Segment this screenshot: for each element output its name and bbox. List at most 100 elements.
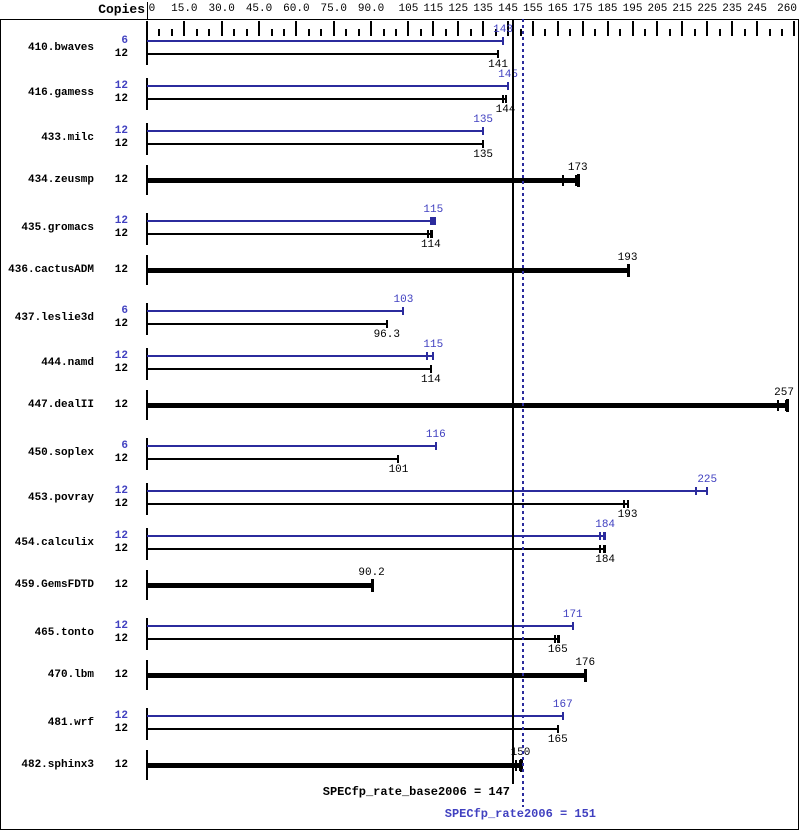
bar-value-label: 257 bbox=[774, 387, 794, 399]
bar-end-cap bbox=[429, 365, 432, 373]
axis-tick-label: 90.0 bbox=[357, 3, 385, 15]
result-bar-base bbox=[147, 638, 558, 640]
bar-end-cap bbox=[482, 140, 485, 148]
axis-minor-tick bbox=[469, 29, 472, 36]
axis-minor-tick bbox=[668, 29, 671, 36]
copies-value: 12 bbox=[114, 723, 128, 735]
axis-major-tick bbox=[631, 21, 634, 36]
bar-end-cap bbox=[561, 712, 564, 720]
error-tick bbox=[515, 760, 518, 771]
benchmark-name: 454.calculix bbox=[14, 536, 94, 549]
bar-end-cap bbox=[432, 352, 435, 360]
error-tick bbox=[501, 95, 504, 103]
benchmark-name: 470.lbm bbox=[47, 669, 94, 681]
bar-end-cap bbox=[482, 127, 485, 135]
axis-major-tick bbox=[407, 21, 410, 36]
bar-baseline bbox=[146, 303, 148, 335]
bar-end-cap bbox=[370, 579, 374, 592]
copies-value: 12 bbox=[114, 350, 128, 362]
copies-value: 12 bbox=[114, 174, 128, 186]
copies-value: 12 bbox=[114, 710, 128, 722]
axis-minor-tick bbox=[320, 29, 323, 36]
error-tick bbox=[425, 352, 428, 360]
bar-value-label: 167 bbox=[552, 699, 573, 711]
axis-tick-label: 235 bbox=[722, 3, 743, 15]
benchmark-name: 435.gromacs bbox=[21, 221, 94, 234]
axis-major-tick bbox=[258, 21, 261, 36]
bar-value-label: 115 bbox=[423, 339, 444, 351]
result-bar-peak bbox=[147, 220, 434, 222]
bar-value-label: 101 bbox=[388, 464, 409, 476]
bar-end-cap bbox=[626, 264, 630, 277]
benchmark-name: 447.dealII bbox=[27, 399, 94, 411]
copies-value: 12 bbox=[114, 215, 128, 227]
copies-value: 12 bbox=[114, 759, 128, 771]
error-tick bbox=[427, 230, 430, 238]
bar-value-label: 116 bbox=[425, 429, 446, 441]
copies-value: 12 bbox=[114, 228, 128, 240]
axis-minor-tick bbox=[780, 29, 783, 36]
axis-major-tick bbox=[706, 21, 709, 36]
result-bar-single bbox=[147, 763, 521, 768]
error-tick bbox=[785, 400, 788, 411]
axis-minor-tick bbox=[519, 29, 522, 36]
copies-value: 12 bbox=[114, 48, 128, 60]
bar-end-cap bbox=[385, 320, 388, 328]
axis-minor-tick bbox=[395, 29, 397, 36]
axis-major-tick bbox=[731, 21, 734, 36]
axis-major-tick bbox=[220, 21, 223, 36]
bar-value-label: 173 bbox=[567, 162, 588, 174]
bar-end-cap bbox=[432, 217, 435, 225]
bar-baseline bbox=[146, 78, 148, 110]
bar-value-label: 150 bbox=[510, 747, 531, 759]
result-bar-base bbox=[147, 143, 484, 145]
axis-major-tick bbox=[656, 21, 659, 36]
benchmark-name: 436.cactusADM bbox=[8, 264, 94, 276]
axis-minor-tick bbox=[419, 29, 422, 36]
result-bar-peak bbox=[147, 40, 504, 42]
bar-baseline bbox=[146, 213, 148, 245]
result-bar-base bbox=[147, 548, 606, 550]
result-bar-peak bbox=[147, 535, 606, 537]
axis-minor-tick bbox=[494, 29, 497, 36]
axis-minor-tick bbox=[444, 29, 447, 36]
result-bar-peak bbox=[147, 715, 563, 717]
benchmark-name: 465.tonto bbox=[34, 626, 94, 639]
axis-tick-label: 115 bbox=[423, 3, 444, 15]
copies-value: 12 bbox=[114, 125, 128, 137]
axis-tick-label: 165 bbox=[547, 3, 568, 15]
error-tick bbox=[575, 175, 578, 186]
axis-tick-label: 60.0 bbox=[283, 3, 310, 15]
error-tick bbox=[602, 532, 605, 540]
bar-value-label: 96.3 bbox=[373, 329, 400, 341]
axis-tick-label: 30.0 bbox=[208, 3, 235, 15]
error-tick bbox=[519, 760, 521, 771]
bar-value-label: 141 bbox=[488, 59, 508, 71]
bar-value-label: 165 bbox=[547, 734, 568, 746]
bar-value-label: 193 bbox=[617, 509, 638, 521]
axis-major-tick bbox=[370, 21, 373, 36]
bar-end-cap bbox=[502, 37, 505, 45]
bar-baseline bbox=[146, 348, 148, 380]
bar-end-cap bbox=[576, 174, 580, 187]
bar-end-cap bbox=[402, 307, 405, 315]
axis-tick-label: 175 bbox=[572, 3, 593, 15]
axis-tick-label: 195 bbox=[622, 3, 643, 15]
axis-major-tick bbox=[556, 21, 559, 36]
bar-end-cap bbox=[584, 669, 588, 682]
bar-value-label: 225 bbox=[697, 474, 718, 486]
bar-value-label: 144 bbox=[495, 104, 516, 116]
axis-minor-tick bbox=[345, 29, 348, 36]
copies-value: 12 bbox=[114, 530, 128, 542]
result-bar-single bbox=[147, 403, 787, 408]
benchmark-name: 482.sphinx3 bbox=[21, 759, 94, 771]
axis-tick-label: 260 bbox=[777, 3, 797, 15]
copies-value: 12 bbox=[114, 453, 128, 465]
bar-baseline bbox=[146, 708, 148, 740]
axis-tick-label: 0 bbox=[148, 3, 156, 15]
bar-value-label: 176 bbox=[575, 657, 596, 669]
axis-tick-label: 215 bbox=[672, 3, 693, 15]
axis-minor-tick bbox=[170, 29, 173, 36]
result-bar-base bbox=[147, 368, 431, 370]
